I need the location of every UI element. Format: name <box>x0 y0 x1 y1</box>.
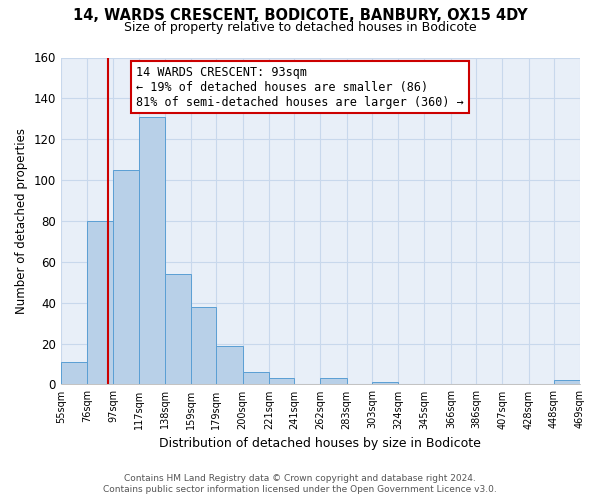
Bar <box>554 380 580 384</box>
Bar <box>191 307 217 384</box>
Bar <box>87 221 113 384</box>
Text: Size of property relative to detached houses in Bodicote: Size of property relative to detached ho… <box>124 21 476 34</box>
Y-axis label: Number of detached properties: Number of detached properties <box>15 128 28 314</box>
Text: 14 WARDS CRESCENT: 93sqm
← 19% of detached houses are smaller (86)
81% of semi-d: 14 WARDS CRESCENT: 93sqm ← 19% of detach… <box>136 66 464 108</box>
Bar <box>139 117 165 384</box>
Bar <box>217 346 242 385</box>
Text: 14, WARDS CRESCENT, BODICOTE, BANBURY, OX15 4DY: 14, WARDS CRESCENT, BODICOTE, BANBURY, O… <box>73 8 527 22</box>
Bar <box>320 378 347 384</box>
Bar <box>61 362 87 384</box>
Bar <box>113 170 139 384</box>
Bar <box>165 274 191 384</box>
Bar <box>242 372 269 384</box>
Bar <box>372 382 398 384</box>
X-axis label: Distribution of detached houses by size in Bodicote: Distribution of detached houses by size … <box>160 437 481 450</box>
Text: Contains HM Land Registry data © Crown copyright and database right 2024.
Contai: Contains HM Land Registry data © Crown c… <box>103 474 497 494</box>
Bar <box>269 378 294 384</box>
